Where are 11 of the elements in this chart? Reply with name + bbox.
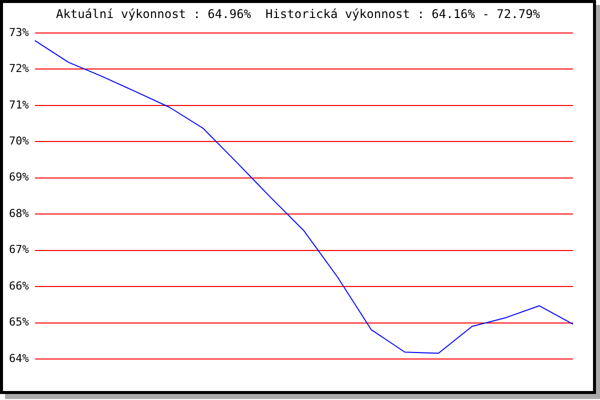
y-tick-label: 73%	[8, 26, 30, 39]
y-tick-label: 70%	[8, 134, 30, 148]
y-tick-label: 68%	[8, 206, 30, 220]
y-tick-label: 67%	[8, 243, 30, 256]
y-tick-label: 65%	[8, 316, 30, 329]
y-tick-label: 66%	[8, 279, 30, 292]
y-tick-label: 69%	[8, 170, 30, 184]
chart-title: Aktuální výkonnost : 64.96% Historická výkonnost : 64.16% - 72.79%	[54, 7, 542, 21]
y-tick-label: 64%	[8, 352, 30, 365]
y-tick-label: 72%	[8, 62, 30, 76]
y-tick-label: 71%	[8, 98, 30, 112]
